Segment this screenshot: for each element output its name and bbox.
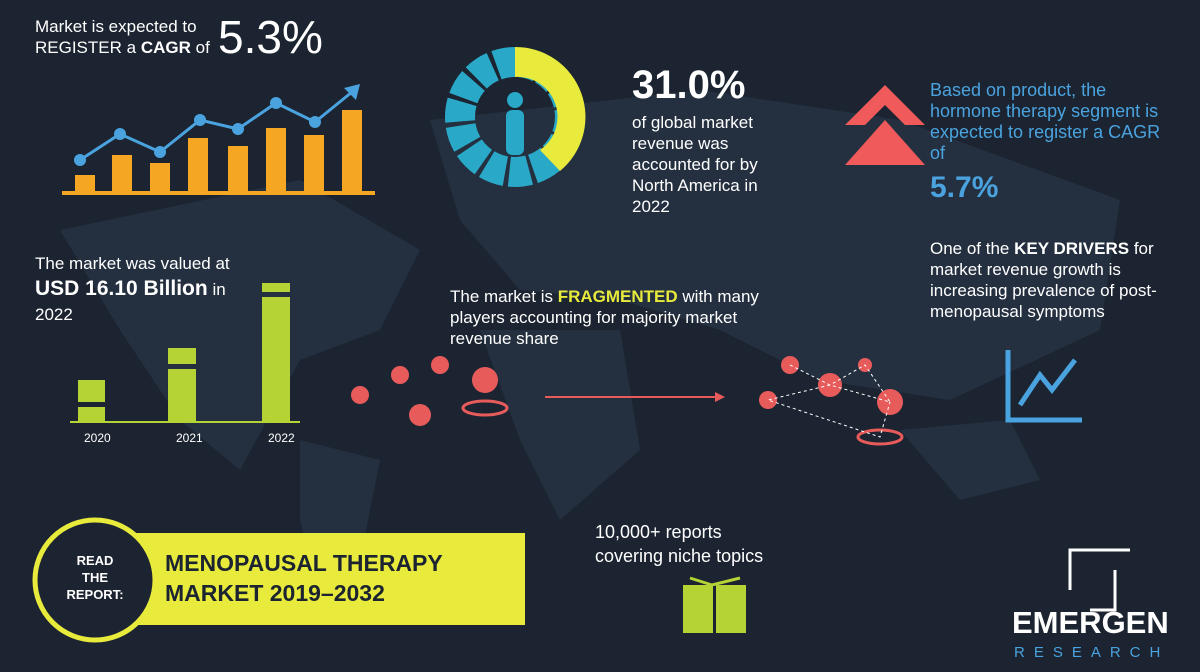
trend-icon bbox=[1005, 350, 1082, 423]
text-line: MENOPAUSAL THERAPY bbox=[165, 550, 443, 576]
drivers-text: One of the KEY DRIVERS for market revenu… bbox=[930, 239, 1157, 321]
text-line: MARKET 2019–2032 bbox=[165, 580, 385, 606]
text-line: REPORT: bbox=[66, 587, 124, 602]
report-title: MENOPAUSAL THERAPY MARKET 2019–2032 bbox=[165, 548, 443, 608]
logo-name: EMERGEN bbox=[1012, 605, 1169, 640]
text-line: hormone therapy segment is bbox=[930, 101, 1159, 121]
fragmented-text: The market is FRAGMENTED with many playe… bbox=[450, 287, 759, 348]
chevrons bbox=[845, 85, 925, 165]
text-line: accounted for by bbox=[632, 155, 758, 174]
green-bars bbox=[70, 283, 300, 423]
text-line: North America in bbox=[632, 176, 758, 195]
book-icon bbox=[683, 576, 746, 633]
text-line: 10,000+ reports bbox=[595, 522, 722, 542]
text-line: expected to register a CAGR bbox=[930, 122, 1161, 142]
read-text: READ THE REPORT: bbox=[35, 552, 155, 603]
na-value: 31.0% bbox=[632, 63, 746, 107]
year-label: 2022 bbox=[268, 431, 295, 445]
cagr-text: Market is expected to REGISTER a CAGR of bbox=[35, 17, 210, 57]
year-label: 2021 bbox=[176, 431, 203, 445]
arrow-head bbox=[715, 392, 725, 402]
reports-text: 10,000+ reports covering niche topics bbox=[595, 520, 763, 568]
year-label: 2020 bbox=[84, 431, 111, 445]
product-value: 5.7% bbox=[930, 171, 999, 204]
text-line: of bbox=[930, 143, 946, 163]
text-line: of global market bbox=[632, 113, 753, 132]
orange-chart bbox=[62, 84, 375, 195]
text-line: Based on product, the bbox=[930, 80, 1107, 100]
text-line: READ bbox=[76, 553, 114, 568]
text-line: THE bbox=[82, 570, 108, 585]
na-text: of global market revenue was accounted for… bbox=[632, 112, 758, 217]
cagr-value: 5.3% bbox=[218, 11, 323, 63]
read-circle bbox=[32, 517, 158, 643]
logo-sub: RESEARCH bbox=[1014, 644, 1170, 661]
valuation-text: The market was valued at USD 16.10 Billio… bbox=[35, 254, 230, 324]
text-line: 2022 bbox=[632, 197, 670, 216]
donut bbox=[445, 46, 586, 187]
report-banner bbox=[130, 533, 525, 625]
product-text: Based on product, the hormone therapy seg… bbox=[930, 80, 1160, 164]
text-line: covering niche topics bbox=[595, 546, 764, 566]
logo-mark bbox=[1068, 548, 1130, 612]
network bbox=[766, 364, 892, 438]
text-line: revenue was bbox=[632, 134, 729, 153]
